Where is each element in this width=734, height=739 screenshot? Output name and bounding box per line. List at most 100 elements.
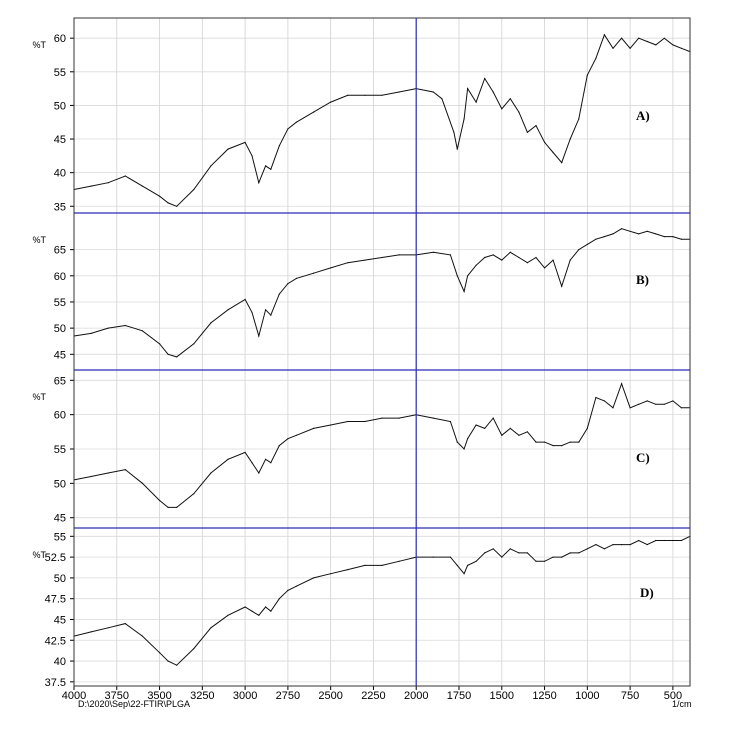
spectrum-point (449, 556, 451, 558)
x-tick-label: 1000 (575, 690, 599, 702)
spectrum-point (107, 627, 109, 629)
spectrum-point (663, 403, 665, 405)
spectrum-point (270, 314, 272, 316)
spectrum-point (432, 417, 434, 419)
spectrum-point (210, 165, 212, 167)
spectrum-point (398, 91, 400, 93)
spectrum-point (629, 544, 631, 546)
spectrum-point (595, 544, 597, 546)
spectrum-point (638, 539, 640, 542)
spectrum-point (90, 475, 92, 478)
panel-label: C) (636, 450, 650, 465)
spectrum-point (432, 91, 434, 93)
spectrum-point (381, 256, 383, 259)
spectrum-point (526, 131, 529, 133)
spectrum-point (578, 441, 580, 443)
spectrum-point (251, 155, 253, 157)
y-tick-label: 40 (54, 168, 66, 180)
y-tick-label: 55 (54, 67, 66, 79)
spectrum-point (453, 131, 455, 133)
spectrum-point (456, 564, 458, 567)
y-tick-label: 55 (54, 297, 66, 309)
x-tick-label: 2500 (318, 690, 342, 702)
spectrum-point (509, 548, 511, 550)
spectrum-point (107, 182, 109, 184)
y-tick-label: 37.5 (45, 677, 66, 689)
spectrum-point (313, 111, 315, 113)
y-tick-label: 60 (54, 271, 66, 283)
spectrum-point (167, 660, 169, 662)
spectrum-point (381, 417, 383, 419)
y-tick-label: 50 (54, 573, 66, 585)
x-tick-label: 1250 (532, 690, 556, 702)
y-tick-label: 42.5 (45, 635, 66, 647)
spectrum-point (629, 47, 631, 49)
spectrum-point (176, 664, 178, 666)
spectrum-point (544, 267, 546, 269)
spectrum-point (456, 441, 458, 443)
spectrum-point (347, 262, 349, 264)
spectrum-point (347, 569, 349, 571)
spectrum-point (484, 552, 486, 554)
footer-path: D:\2020\Sep\22-FTIR\PLGA (78, 699, 190, 709)
panel-label: D) (640, 585, 654, 600)
spectrum-point (629, 230, 631, 232)
spectrum-point (278, 598, 280, 600)
spectrum-point (586, 427, 588, 429)
x-tick-label: 2000 (404, 690, 428, 702)
x-tick-label: 750 (621, 690, 639, 702)
spectrum-point (258, 182, 260, 184)
spectrum-point (159, 195, 161, 197)
y-tick-label: 40 (54, 656, 66, 668)
x-tick-label: 3250 (190, 690, 214, 702)
spectrum-point (456, 148, 458, 150)
y-axis-label: %T (33, 40, 47, 50)
spectrum-point (680, 47, 683, 49)
spectrum-point (535, 125, 537, 127)
spectrum-point (621, 228, 623, 230)
spectrum-point (347, 94, 349, 96)
spectrum-point (193, 188, 195, 191)
spectrum-point (398, 254, 400, 256)
spectrum-point (141, 185, 143, 187)
spectrum-point (107, 327, 109, 329)
x-tick-label: 1750 (447, 690, 471, 702)
spectrum-point (295, 277, 297, 279)
spectrum-point (278, 145, 280, 147)
spectrum-point (449, 420, 451, 423)
spectrum-point (646, 544, 648, 546)
spectrum-point (672, 236, 674, 238)
spectrum-point (569, 259, 571, 261)
spectrum-point (295, 121, 297, 123)
spectrum-point (578, 249, 580, 251)
spectrum-point (244, 298, 246, 300)
spectrum-point (544, 441, 546, 443)
spectrum-point (561, 162, 563, 164)
spectrum-point (638, 37, 640, 39)
spectrum-point (278, 293, 280, 295)
spectrum-point (621, 37, 623, 39)
spectrum-point (552, 259, 554, 261)
spectrum-point (603, 400, 606, 402)
spectrum-point (124, 469, 126, 471)
spectrum-point (313, 427, 315, 429)
spectrum-point (90, 332, 92, 334)
y-tick-label: 55 (54, 531, 66, 543)
spectrum-point (167, 506, 169, 508)
spectrum-point (501, 259, 503, 261)
y-tick-label: 47.5 (45, 594, 66, 606)
spectrum-point (484, 77, 486, 80)
spectrum-point (586, 243, 588, 245)
spectrum-point (655, 539, 657, 542)
spectrum-point (193, 493, 195, 495)
spectrum-point (364, 564, 366, 567)
spectrum-point (518, 111, 520, 113)
spectrum-point (646, 230, 648, 232)
spectrum-point (552, 151, 554, 154)
spectrum-point (159, 652, 161, 654)
spectrum-point (167, 202, 169, 204)
x-tick-label: 2750 (276, 690, 300, 702)
spectrum-point (278, 445, 280, 447)
spectrum-point (265, 165, 267, 167)
spectrum-point (107, 472, 109, 474)
